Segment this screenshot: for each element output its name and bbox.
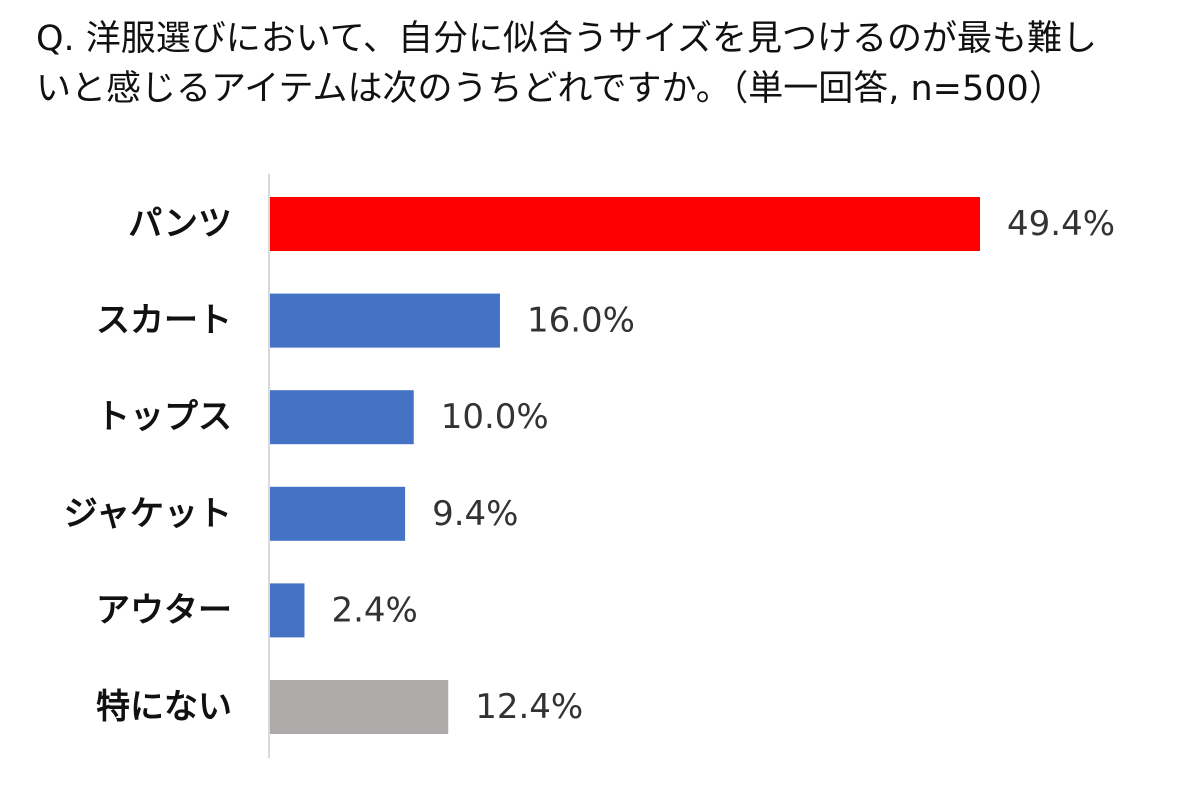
chart-title: Q. 洋服選びにおいて、自分に似合うサイズを見つけるのが最も難し いと感じるアイ… <box>36 14 1176 114</box>
category-label-6: 特にない <box>96 687 232 727</box>
bar-4 <box>270 486 406 541</box>
category-label-5: アウター <box>96 590 232 630</box>
value-label-4: 9.4% <box>432 494 518 534</box>
value-label-6: 12.4% <box>475 687 583 727</box>
chart-title-line-2: いと感じるアイテムは次のうちどれですか。（単一回答, n=500） <box>36 69 1064 109</box>
value-label-2: 16.0% <box>527 301 635 341</box>
category-label-1: パンツ <box>128 204 232 244</box>
bar-3 <box>270 390 414 445</box>
bar-6 <box>270 680 449 734</box>
value-label-5: 2.4% <box>331 590 417 630</box>
chart-title-line-1: Q. 洋服選びにおいて、自分に似合うサイズを見つけるのが最も難し <box>36 19 1097 59</box>
bar-5 <box>270 583 305 638</box>
bar-2 <box>270 293 500 348</box>
value-label-3: 10.0% <box>441 397 549 437</box>
category-label-2: スカート <box>96 301 232 341</box>
bar-1 <box>270 197 980 251</box>
value-label-1: 49.4% <box>1007 204 1115 244</box>
category-label-3: トップス <box>96 397 232 437</box>
category-label-4: ジャケット <box>64 494 232 534</box>
